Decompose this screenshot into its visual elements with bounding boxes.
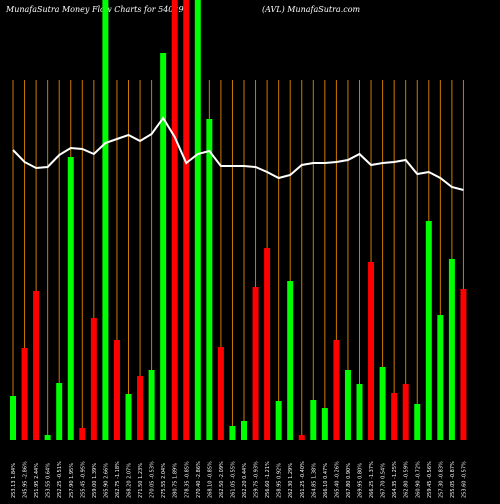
bar (275, 401, 282, 440)
x-tick-label: 268.20 2.07% (127, 463, 133, 498)
bar (344, 370, 351, 440)
bar (183, 0, 190, 440)
bar (113, 340, 120, 440)
x-tick-label: 269.95 0.80% (358, 463, 364, 498)
x-tick-label: 265.40 -0.26% (334, 461, 340, 498)
bar (79, 428, 86, 440)
bar (44, 435, 51, 440)
x-tick-label: 265.90 2.66% (103, 463, 109, 498)
x-tick-label: 271.50 1.23% (138, 463, 144, 498)
x-tick-label: 257.90 1.95% (69, 463, 75, 498)
x-tick-label: 270.05 -0.53% (150, 461, 156, 498)
x-tick-label: 262.75 -1.18% (115, 461, 121, 498)
x-tick-label: 266.25 -1.37% (369, 461, 375, 498)
x-tick-label: 259.00 1.39% (92, 463, 98, 498)
bar (229, 426, 236, 440)
x-tick-label: 252.25 -0.51% (57, 461, 63, 498)
x-tick-label: 253.60 -0.57% (461, 461, 467, 498)
x-tick-label: 253.55 0.64% (46, 463, 52, 498)
x-tick-label: 258.95 0.92% (277, 463, 283, 498)
bar (321, 408, 328, 440)
bar (217, 347, 224, 440)
x-tick-label: 255.45 -0.95% (80, 461, 86, 498)
x-tick-label: 255.05 -0.87% (450, 461, 456, 498)
bar (264, 248, 271, 440)
x-tick-label: 262.30 1.29% (288, 463, 294, 498)
x-tick-label: 264.85 1.38% (311, 463, 317, 498)
bar (21, 348, 28, 440)
bar (90, 318, 97, 440)
x-tick-label: 261.25 -0.40% (300, 461, 306, 498)
x-tick-label: 268.10 -0.85% (207, 461, 213, 498)
x-tick-label: 266.10 0.47% (323, 463, 329, 498)
bar (402, 384, 409, 440)
bar (67, 157, 74, 440)
bar (460, 289, 467, 440)
bar (425, 221, 432, 440)
x-tick-label: 267.80 0.90% (346, 463, 352, 498)
x-tick-label: 280.75 1.89% (173, 463, 179, 498)
bar (10, 396, 16, 440)
bar (437, 315, 444, 440)
bar (171, 0, 178, 440)
x-tick-label: 259.75 -0.93% (254, 461, 260, 498)
bar (356, 384, 363, 440)
x-tick-label: 251.95 2.44% (34, 463, 40, 498)
bar (310, 400, 317, 440)
x-tick-label: 245.95 -2.86% (23, 461, 29, 498)
bar (56, 383, 63, 440)
bar (148, 370, 155, 440)
bar (33, 291, 40, 440)
x-tick-label: 253.13 1.84% (11, 463, 17, 498)
bar (287, 281, 294, 440)
chart-title: MunafaSutra Money Flow Charts for 540293 (5, 5, 189, 14)
bar (206, 119, 213, 440)
bar (448, 259, 455, 440)
x-tick-label: 256.60 -1.21% (265, 461, 271, 498)
x-tick-label: 262.80 -0.59% (404, 461, 410, 498)
x-tick-label: 259.45 -0.56% (427, 461, 433, 498)
x-tick-label: 267.70 0.54% (381, 463, 387, 498)
x-tick-label: 257.30 -0.83% (438, 461, 444, 498)
chart-subtitle: (AVL) MunafaSutra.com (262, 5, 361, 14)
line (12, 116, 464, 191)
bar (125, 394, 132, 440)
bar (298, 435, 305, 440)
bar (333, 340, 340, 440)
x-tick-label: 262.50 -2.09% (219, 461, 225, 498)
bar (137, 376, 144, 440)
bar (241, 421, 247, 440)
bar (160, 53, 167, 440)
x-tick-label: 270.40 -2.86% (196, 461, 202, 498)
bar (379, 367, 386, 440)
x-tick-label: 264.35 -1.25% (392, 461, 398, 498)
x-tick-label: 275.55 2.04% (161, 463, 167, 498)
x-tick-label: 278.35 -0.85% (184, 461, 190, 498)
bar (252, 287, 259, 440)
bar (414, 404, 421, 440)
bar (102, 0, 109, 440)
x-tick-label: 261.05 -0.55% (230, 461, 236, 498)
bar (391, 393, 398, 440)
x-tick-label: 260.90 -0.72% (415, 461, 421, 498)
bar (368, 262, 375, 440)
x-tick-label: 262.20 0.44% (242, 463, 248, 498)
bar (194, 0, 201, 440)
